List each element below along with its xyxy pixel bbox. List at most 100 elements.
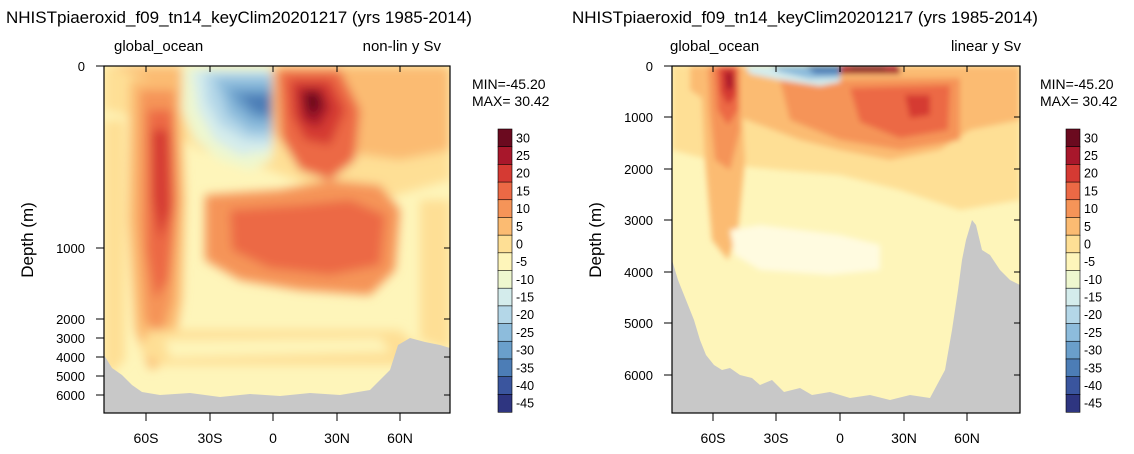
panel-left-ytick-5000: 5000: [56, 369, 85, 384]
panel-right-colorbar-label: 25: [1084, 149, 1098, 163]
panel-left-colorbar-label: -15: [516, 291, 534, 305]
panel-left-colorbar-label: 20: [516, 167, 530, 181]
panel-right-colorbar-swatch: [1065, 199, 1081, 219]
panel-right-colorbar-swatch: [1065, 146, 1081, 165]
panel-left-region-label: global_ocean: [114, 38, 203, 55]
panel-left-field: [104, 66, 450, 413]
panel-right-colorbar-swatch: [1065, 128, 1081, 148]
panel-right-colorbar-label: -45: [1084, 397, 1102, 411]
panel-left-colorbar-label: -35: [516, 361, 534, 375]
panel-left-colorbar-swatch: [497, 164, 513, 183]
panel-right-colorbar-label: -25: [1084, 326, 1102, 340]
panel-right-xtick-60n: 60N: [954, 430, 980, 446]
panel-left-colorbar-label: 0: [516, 237, 523, 251]
panel-left-colorbar-swatch: [497, 199, 513, 219]
panel-left-colorbar-swatch: [497, 394, 513, 413]
panel-left-colorbar-label: 25: [516, 149, 530, 163]
panel-left-topography: [104, 338, 450, 413]
panel-right-colorbar-label: 30: [1084, 131, 1098, 145]
panel-right-ytick-6000: 6000: [624, 368, 653, 383]
panel-right-xtick-30s: 30S: [764, 430, 789, 446]
panel-right-yticks: 0 1000 2000 3000 4000 5000 6000: [624, 59, 653, 383]
panel-left-ytick-2000: 2000: [56, 312, 85, 327]
panel-left-colorbar-label: 10: [516, 202, 530, 216]
panel-left-ytick-3000: 3000: [56, 331, 85, 346]
panel-left-colorbar-swatch: [497, 305, 513, 325]
panel-right-colorbar-label: -30: [1084, 344, 1102, 358]
panel-left-frame: [103, 65, 451, 414]
panel-right-min-label: MIN=-45.20: [1040, 76, 1114, 92]
panel-right-colorbar-swatch: [1065, 234, 1081, 254]
panel-right-ylabel: Depth (m): [586, 202, 605, 278]
panel-right-colorbar-label: 0: [1084, 237, 1091, 251]
panel-right-colorbar-label: 15: [1084, 184, 1098, 198]
panel-left-max-label: MAX= 30.42: [472, 93, 550, 109]
panel-left-xtick-30s: 30S: [198, 430, 223, 446]
panel-right-ytick-1000: 1000: [624, 110, 653, 125]
panel-left-colorbar-label: -20: [516, 308, 534, 322]
panel-right-colorbar-swatch: [1065, 270, 1081, 289]
panel-left-colorbar: 30 25 20 15 10 5 0 -5 -10 -15 -20 -25 -30 -35 -40 -45: [497, 128, 534, 413]
panel-right-xtick-0: 0: [836, 430, 844, 446]
panel-right-ytick-4000: 4000: [624, 265, 653, 280]
panel-right-colorbar-label: 10: [1084, 202, 1098, 216]
panel-right-xtick-marks: [712, 66, 968, 421]
panel-left-colorbar-label: 30: [516, 131, 530, 145]
panel-right-colorbar-label: 20: [1084, 167, 1098, 181]
panel-left-colorbar-swatch: [497, 234, 513, 254]
panel-right-ytick-marks: [664, 65, 1020, 376]
panel-right-frame: [671, 65, 1021, 414]
panel-left-ytick-1000: 1000: [56, 241, 85, 256]
panel-left-ylabel: Depth (m): [18, 202, 37, 278]
panel-left-scale-label: non-lin y Sv: [363, 38, 442, 55]
panel-right-scale-label: linear y Sv: [951, 38, 1022, 55]
panel-left-ytick-0: 0: [78, 59, 85, 74]
panel-left-colorbar-swatch: [497, 340, 513, 360]
panel-right-colorbar-label: -20: [1084, 308, 1102, 322]
panel-right-colorbar-swatch: [1065, 287, 1081, 307]
panel-right-colorbar-label: -40: [1084, 379, 1102, 393]
panel-left-xtick-30n: 30N: [324, 430, 350, 446]
panel-left-colorbar-swatch: [497, 323, 513, 342]
panel-left-ytick-marks: [96, 65, 104, 396]
panel-right-colorbar-swatch: [1065, 164, 1081, 183]
panel-left-colorbar-swatch: [497, 181, 513, 201]
panel-right-colorbar-swatch: [1065, 181, 1081, 201]
panel-left-title: NHISTpiaeroxid_f09_tn14_keyClim20201217 …: [6, 8, 472, 27]
panel-right-colorbar-swatch: [1065, 394, 1081, 413]
panel-right-colorbar-swatch: [1065, 217, 1081, 236]
panel-right-colorbar-label: 5: [1084, 220, 1091, 234]
panel-left-colorbar-label: -30: [516, 344, 534, 358]
panel-left-colorbar-swatch: [497, 146, 513, 165]
panel-right-xtick-30n: 30N: [891, 430, 917, 446]
panel-left: NHISTpiaeroxid_f09_tn14_keyClim20201217 …: [6, 8, 550, 446]
panel-right-xtick-60s: 60S: [701, 430, 726, 446]
panel-right-xticks: 60S 30S 0 30N 60N: [701, 430, 980, 446]
panel-left-ytick-6000: 6000: [56, 388, 85, 403]
panel-left-colorbar-swatch: [497, 270, 513, 289]
panel-left-min-label: MIN=-45.20: [472, 76, 546, 92]
panel-right-title: NHISTpiaeroxid_f09_tn14_keyClim20201217 …: [572, 8, 1038, 27]
panel-right-colorbar-swatch: [1065, 323, 1081, 342]
panel-left-xtick-marks: [145, 65, 450, 421]
panel-right-colorbar-label: -15: [1084, 291, 1102, 305]
panel-left-colorbar-label: -40: [516, 379, 534, 393]
panel-left-yticks: 0 1000 2000 3000 4000 5000 6000: [56, 59, 85, 403]
panel-right-ytick-5000: 5000: [624, 316, 653, 331]
panel-left-colorbar-label: -45: [516, 397, 534, 411]
panel-left-colorbar-swatch: [497, 358, 513, 378]
panel-right-colorbar-label: -35: [1084, 361, 1102, 375]
panel-right-region-label: global_ocean: [670, 38, 759, 55]
panel-left-colorbar-swatch: [497, 252, 513, 272]
panel-left-colorbar-label: -5: [516, 255, 527, 269]
panel-left-colorbar-swatch: [497, 376, 513, 395]
panel-left-colorbar-swatch: [497, 287, 513, 307]
panel-left-xtick-60s: 60S: [134, 430, 159, 446]
panel-right: NHISTpiaeroxid_f09_tn14_keyClim20201217 …: [572, 8, 1118, 446]
panel-right-ytick-3000: 3000: [624, 213, 653, 228]
panel-left-xtick-0: 0: [269, 430, 277, 446]
panel-left-colorbar-swatch: [497, 128, 513, 148]
panel-right-max-label: MAX= 30.42: [1040, 93, 1118, 109]
panel-left-colorbar-label: -25: [516, 326, 534, 340]
